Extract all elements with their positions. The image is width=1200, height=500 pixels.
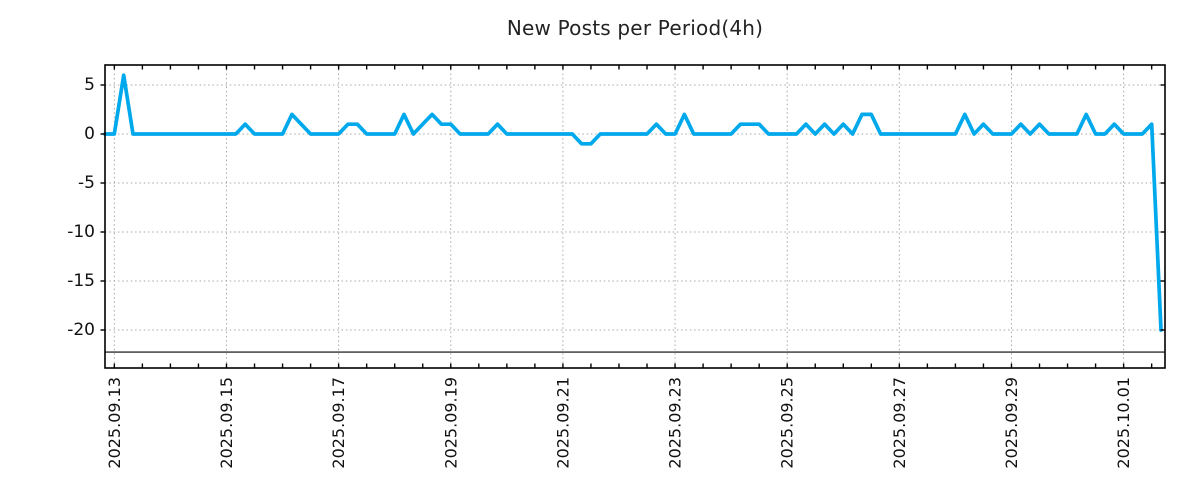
x-tick-label: 2025.09.19 [441, 377, 460, 469]
y-tick-label: -20 [67, 320, 95, 340]
x-tick-label: 2025.09.25 [778, 377, 797, 469]
gridlines [105, 65, 1165, 368]
x-tick-label: 2025.09.23 [666, 377, 685, 469]
plot-frame [104, 64, 1166, 369]
chart-title: New Posts per Period(4h) [506, 16, 764, 40]
x-tick-label: 2025.09.27 [890, 377, 909, 469]
series-line [103, 73, 1163, 332]
x-tick-label: 2025.09.17 [329, 377, 348, 469]
y-tick-labels: 5 0 -5 -10 -15 -20 [67, 75, 95, 340]
tick-marks [100, 65, 1165, 368]
y-tick-label: -5 [78, 173, 95, 193]
x-tick-labels: 2025.09.13 2025.09.15 2025.09.17 2025.09.19… [105, 377, 1133, 469]
x-tick-label: 2025.10.01 [1114, 377, 1133, 469]
y-tick-label: 5 [84, 75, 95, 95]
x-tick-label: 2025.09.15 [217, 377, 236, 469]
y-tick-label: 0 [84, 124, 95, 144]
x-tick-label: 2025.09.21 [553, 377, 572, 469]
y-tick-label: -15 [67, 271, 95, 291]
x-tick-label: 2025.09.29 [1002, 377, 1021, 469]
x-tick-label: 2025.09.13 [105, 377, 124, 469]
y-tick-label: -10 [67, 222, 95, 242]
